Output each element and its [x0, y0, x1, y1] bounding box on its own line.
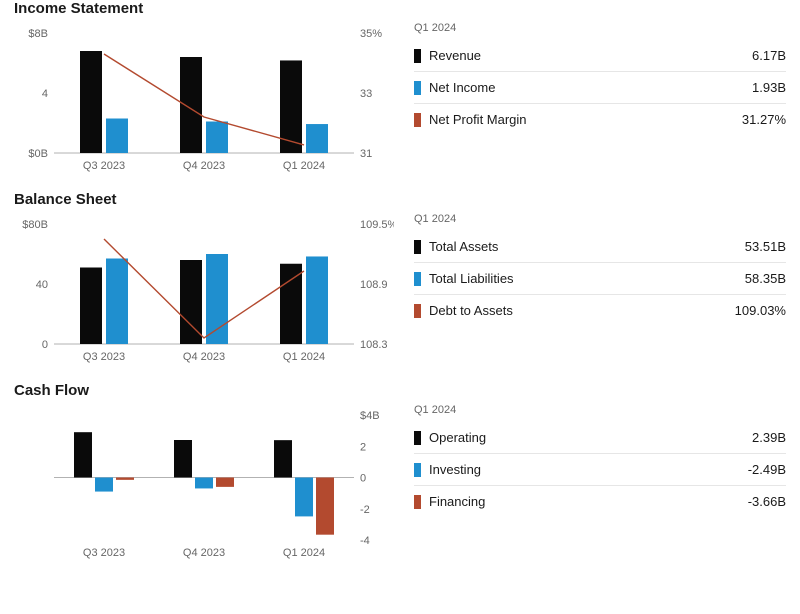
stat-label: Investing: [429, 462, 481, 477]
stat-label: Total Liabilities: [429, 271, 514, 286]
cashflow-section: Cash Flow -4 -2 0 2 $4B Q3 2023 Q4 2023 Q1 2024…: [14, 382, 786, 560]
svg-text:108.9: 108.9: [360, 279, 388, 291]
svg-text:-4: -4: [360, 535, 370, 547]
svg-text:-2: -2: [360, 504, 370, 516]
stat-label: Total Assets: [429, 239, 498, 254]
legend-swatch: [414, 304, 421, 318]
balance-stat-row: Total Assets 53.51B: [414, 231, 786, 263]
income-section: Income Statement $0B 4 $8B 31 33 35% Q3 2023 Q4…: [14, 0, 786, 173]
svg-text:Q1 2024: Q1 2024: [283, 547, 325, 559]
income-stat-row: Net Profit Margin 31.27%: [414, 104, 786, 135]
stat-label: Net Income: [429, 80, 495, 95]
svg-text:Q3 2023: Q3 2023: [83, 160, 125, 172]
balance-period: Q1 2024: [414, 213, 786, 225]
svg-text:Q4 2023: Q4 2023: [183, 547, 225, 559]
stat-value: 109.03%: [735, 303, 786, 318]
cashflow-stats: Q1 2024 Operating 2.39B Investing -2.49B Fin…: [414, 382, 786, 560]
stat-value: 58.35B: [745, 271, 786, 286]
stat-label: Debt to Assets: [429, 303, 513, 318]
stat-value: -3.66B: [748, 494, 786, 509]
svg-text:$0B: $0B: [28, 148, 48, 160]
balance-stat-row: Debt to Assets 109.03%: [414, 295, 786, 326]
svg-text:$8B: $8B: [28, 28, 48, 40]
income-title: Income Statement: [14, 0, 394, 17]
stat-value: 31.27%: [742, 112, 786, 127]
svg-text:$4B: $4B: [360, 410, 380, 422]
cashflow-period: Q1 2024: [414, 404, 786, 416]
svg-text:Q3 2023: Q3 2023: [83, 547, 125, 559]
stat-label: Financing: [429, 494, 485, 509]
legend-swatch: [414, 272, 421, 286]
legend-swatch: [414, 463, 421, 477]
svg-text:Q3 2023: Q3 2023: [83, 351, 125, 363]
stat-label: Operating: [429, 430, 486, 445]
stat-label: Revenue: [429, 48, 481, 63]
svg-text:Q1 2024: Q1 2024: [283, 160, 325, 172]
income-chart: $0B 4 $8B 31 33 35% Q3 2023 Q4 2023 Q1 2024: [14, 23, 394, 173]
balance-stats: Q1 2024 Total Assets 53.51B Total Liabilit…: [414, 191, 786, 364]
balance-stat-row: Total Liabilities 58.35B: [414, 263, 786, 295]
income-chart-col: Income Statement $0B 4 $8B 31 33 35% Q3 2023 Q4…: [14, 0, 394, 173]
svg-text:35%: 35%: [360, 28, 382, 40]
svg-text:Q4 2023: Q4 2023: [183, 160, 225, 172]
cashflow-chart-col: Cash Flow -4 -2 0 2 $4B Q3 2023 Q4 2023 Q1 2024: [14, 382, 394, 560]
svg-text:$80B: $80B: [22, 219, 48, 231]
cashflow-title: Cash Flow: [14, 382, 394, 399]
balance-section: Balance Sheet 0 40 $80B 108.3 108.9 109.5% Q3 …: [14, 191, 786, 364]
svg-text:40: 40: [36, 279, 48, 291]
svg-text:2: 2: [360, 441, 366, 453]
legend-swatch: [414, 240, 421, 254]
cashflow-stat-row: Financing -3.66B: [414, 486, 786, 517]
legend-swatch: [414, 431, 421, 445]
stat-label: Net Profit Margin: [429, 112, 527, 127]
svg-text:109.5%: 109.5%: [360, 219, 394, 231]
stat-value: 2.39B: [752, 430, 786, 445]
legend-swatch: [414, 113, 421, 127]
income-stats: Q1 2024 Revenue 6.17B Net Income 1.93B Net P…: [414, 0, 786, 173]
balance-chart-col: Balance Sheet 0 40 $80B 108.3 108.9 109.5% Q3 …: [14, 191, 394, 364]
income-stat-row: Revenue 6.17B: [414, 40, 786, 72]
stat-value: 6.17B: [752, 48, 786, 63]
svg-text:0: 0: [360, 473, 366, 485]
svg-text:108.3: 108.3: [360, 339, 388, 351]
cashflow-stat-row: Investing -2.49B: [414, 454, 786, 486]
cashflow-chart: -4 -2 0 2 $4B Q3 2023 Q4 2023 Q1 2024: [14, 405, 394, 560]
income-stat-row: Net Income 1.93B: [414, 72, 786, 104]
svg-text:4: 4: [42, 88, 48, 100]
stat-value: -2.49B: [748, 462, 786, 477]
svg-text:Q4 2023: Q4 2023: [183, 351, 225, 363]
svg-text:0: 0: [42, 339, 48, 351]
balance-title: Balance Sheet: [14, 191, 394, 208]
svg-text:31: 31: [360, 148, 372, 160]
legend-swatch: [414, 495, 421, 509]
income-period: Q1 2024: [414, 22, 786, 34]
stat-value: 1.93B: [752, 80, 786, 95]
legend-swatch: [414, 49, 421, 63]
legend-swatch: [414, 81, 421, 95]
stat-value: 53.51B: [745, 239, 786, 254]
balance-chart: 0 40 $80B 108.3 108.9 109.5% Q3 2023 Q4 2023 Q1 …: [14, 214, 394, 364]
svg-text:33: 33: [360, 88, 372, 100]
svg-text:Q1 2024: Q1 2024: [283, 351, 325, 363]
cashflow-stat-row: Operating 2.39B: [414, 422, 786, 454]
